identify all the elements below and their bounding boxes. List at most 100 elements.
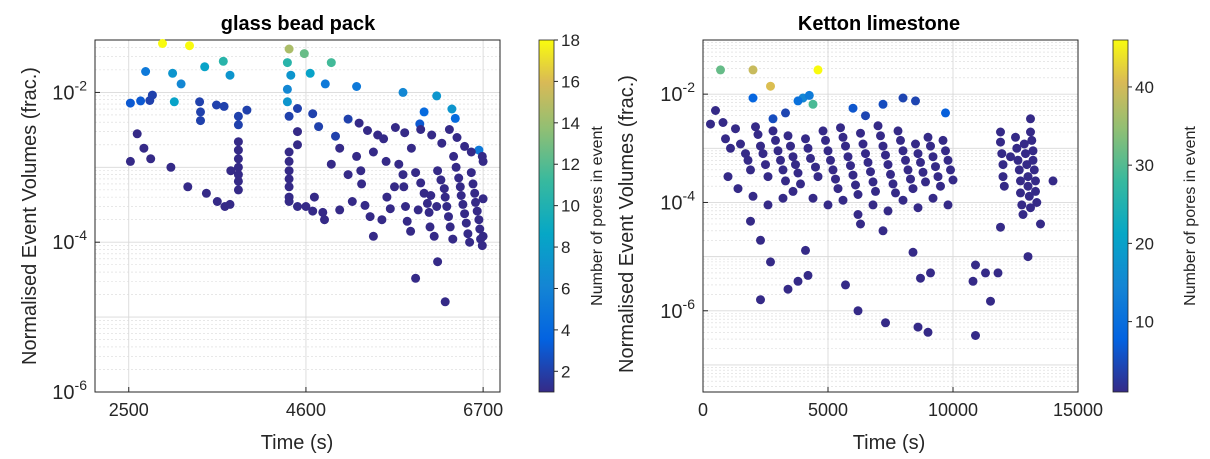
data-point (185, 41, 194, 51)
data-point (432, 202, 442, 211)
data-point (284, 197, 294, 206)
data-point (868, 177, 878, 187)
data-point (946, 165, 955, 175)
chart-title-right: Ketton limestone (798, 13, 960, 35)
data-point (908, 184, 918, 194)
data-point (778, 193, 788, 203)
data-point (454, 173, 464, 183)
data-point (365, 212, 375, 222)
data-point (458, 199, 468, 209)
data-point (472, 206, 482, 216)
data-point (425, 222, 435, 232)
data-point (343, 170, 353, 180)
colorbar-left (538, 39, 555, 393)
data-point (943, 200, 953, 210)
data-point (282, 84, 292, 94)
colorbar-tick-label: 30 (1135, 156, 1154, 175)
data-point (429, 231, 439, 241)
data-point (783, 284, 793, 294)
data-point (931, 162, 940, 172)
data-point (284, 147, 294, 157)
data-point (768, 114, 778, 124)
data-point (301, 202, 311, 211)
data-point (433, 257, 443, 267)
data-point (758, 149, 768, 159)
points-left (125, 39, 488, 307)
data-point (731, 124, 740, 134)
data-point (888, 179, 898, 189)
colorbar-right (1112, 39, 1129, 393)
data-point (141, 67, 151, 76)
chart-title-left: glass bead pack (221, 13, 376, 35)
data-point (853, 306, 863, 316)
colorbar-label-left: Number of pores in event (589, 126, 606, 306)
data-point (468, 179, 478, 189)
data-point (293, 140, 302, 150)
data-point (793, 96, 803, 106)
data-point (368, 231, 378, 241)
data-point (360, 200, 370, 210)
data-point (309, 192, 319, 202)
data-point (808, 193, 818, 203)
data-point (721, 134, 730, 144)
data-point (861, 149, 870, 159)
data-point (399, 182, 409, 192)
data-point (998, 160, 1008, 170)
data-point (848, 103, 858, 113)
data-point (1026, 203, 1035, 213)
data-point (836, 123, 845, 133)
data-point (466, 168, 476, 178)
colorbar-tick-label: 10 (1135, 313, 1154, 332)
data-point (318, 207, 328, 217)
x-tick-label: 15000 (1053, 400, 1103, 420)
data-point (326, 159, 336, 169)
data-point (923, 132, 933, 142)
data-point (941, 108, 950, 118)
data-point (923, 327, 933, 337)
data-point (716, 65, 725, 75)
data-point (354, 118, 364, 128)
x-tick-label: 6700 (463, 400, 503, 420)
data-point (1011, 132, 1020, 142)
data-point (818, 126, 828, 136)
data-point (921, 177, 930, 187)
data-point (1032, 198, 1042, 207)
data-point (461, 218, 471, 228)
data-point (876, 131, 885, 141)
colorbar-tick-label: 6 (561, 279, 570, 298)
x-tick-label: 5000 (808, 400, 848, 420)
data-point (343, 114, 353, 124)
data-point (1021, 149, 1030, 159)
y-tick-label: 10-4 (660, 187, 695, 214)
data-point (981, 268, 990, 278)
data-point (282, 97, 292, 107)
data-point (1031, 186, 1040, 196)
data-point (368, 147, 378, 157)
data-point (422, 198, 432, 208)
data-point (783, 131, 793, 141)
data-point (212, 100, 221, 110)
data-point (233, 137, 243, 147)
data-point (456, 191, 466, 200)
y-tick-label: 10-6 (52, 377, 87, 404)
data-point (993, 268, 1003, 278)
data-point (811, 162, 820, 172)
data-point (1036, 219, 1045, 229)
data-point (906, 174, 915, 184)
data-point (460, 141, 470, 151)
data-point (766, 81, 775, 91)
data-point (841, 280, 850, 290)
data-point (452, 133, 462, 142)
data-point (831, 174, 840, 184)
data-point (823, 200, 833, 210)
data-point (863, 157, 873, 167)
data-point (926, 141, 935, 151)
data-point (478, 156, 488, 166)
data-point (788, 152, 798, 162)
x-axis-label-left: Time (s) (261, 432, 334, 454)
data-point (928, 152, 938, 162)
data-point (803, 270, 813, 280)
data-point (841, 141, 850, 151)
data-point (746, 216, 755, 226)
